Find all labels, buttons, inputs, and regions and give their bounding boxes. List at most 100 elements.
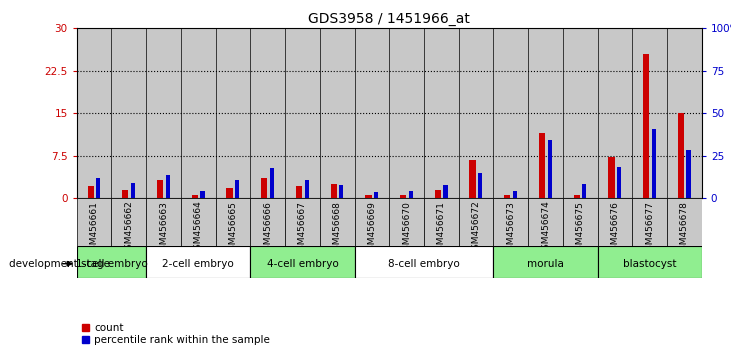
- Text: GSM456665: GSM456665: [229, 201, 238, 256]
- Bar: [296, 186, 302, 198]
- Text: GSM456666: GSM456666: [263, 201, 272, 256]
- Bar: [250, 246, 355, 278]
- Text: 2-cell embryo: 2-cell embryo: [162, 258, 234, 269]
- Bar: [632, 198, 667, 246]
- Bar: [285, 28, 320, 198]
- Bar: [355, 198, 389, 246]
- Bar: [667, 28, 702, 198]
- Bar: [598, 198, 632, 246]
- Bar: [424, 28, 459, 198]
- Bar: [424, 198, 459, 246]
- Bar: [250, 28, 285, 198]
- Bar: [111, 28, 146, 198]
- Bar: [652, 130, 656, 198]
- Text: GSM456673: GSM456673: [507, 201, 515, 256]
- Text: GSM456669: GSM456669: [368, 201, 376, 256]
- Bar: [400, 195, 406, 198]
- Text: blastocyst: blastocyst: [623, 258, 676, 269]
- Bar: [459, 198, 493, 246]
- Bar: [216, 198, 250, 246]
- Bar: [270, 168, 274, 198]
- Text: GSM456663: GSM456663: [159, 201, 168, 256]
- Text: GSM456678: GSM456678: [680, 201, 689, 256]
- Bar: [374, 192, 378, 198]
- Bar: [548, 139, 552, 198]
- Text: GSM456672: GSM456672: [471, 201, 480, 255]
- Text: GSM456671: GSM456671: [437, 201, 446, 256]
- Bar: [285, 198, 320, 246]
- Bar: [319, 198, 355, 246]
- Text: development stage: development stage: [9, 259, 110, 269]
- Bar: [493, 246, 598, 278]
- Bar: [667, 198, 702, 246]
- Text: GSM456675: GSM456675: [576, 201, 585, 256]
- Bar: [77, 198, 111, 246]
- Bar: [539, 133, 545, 198]
- Text: GSM456676: GSM456676: [610, 201, 619, 256]
- Text: GSM456667: GSM456667: [298, 201, 307, 256]
- Bar: [330, 184, 337, 198]
- Legend: count, percentile rank within the sample: count, percentile rank within the sample: [82, 323, 270, 345]
- Bar: [493, 198, 528, 246]
- Bar: [355, 28, 389, 198]
- Bar: [227, 188, 232, 198]
- Text: GSM456664: GSM456664: [194, 201, 202, 255]
- Text: 4-cell embryo: 4-cell embryo: [267, 258, 338, 269]
- Bar: [77, 246, 146, 278]
- Text: GSM456674: GSM456674: [541, 201, 550, 255]
- Bar: [96, 178, 100, 198]
- Text: GSM456662: GSM456662: [124, 201, 133, 255]
- Bar: [643, 54, 649, 198]
- Title: GDS3958 / 1451966_at: GDS3958 / 1451966_at: [308, 12, 470, 26]
- Bar: [181, 28, 216, 198]
- Bar: [146, 198, 181, 246]
- Bar: [583, 184, 586, 198]
- Bar: [574, 195, 580, 198]
- Text: 1-cell embryo: 1-cell embryo: [75, 258, 148, 269]
- Bar: [111, 198, 146, 246]
- Bar: [216, 28, 250, 198]
- Text: GSM456668: GSM456668: [333, 201, 341, 256]
- Text: GSM456661: GSM456661: [90, 201, 99, 256]
- Bar: [478, 173, 482, 198]
- Bar: [598, 28, 632, 198]
- Bar: [528, 28, 563, 198]
- Bar: [493, 28, 528, 198]
- Bar: [200, 190, 205, 198]
- Bar: [88, 186, 94, 198]
- Bar: [563, 198, 598, 246]
- Bar: [563, 28, 598, 198]
- Bar: [131, 183, 135, 198]
- Bar: [608, 158, 615, 198]
- Bar: [686, 150, 691, 198]
- Bar: [513, 190, 517, 198]
- Bar: [617, 167, 621, 198]
- Bar: [192, 195, 198, 198]
- Bar: [122, 190, 129, 198]
- Bar: [339, 185, 344, 198]
- Text: morula: morula: [527, 258, 564, 269]
- Bar: [305, 181, 308, 198]
- Bar: [435, 190, 441, 198]
- Text: GSM456670: GSM456670: [402, 201, 411, 256]
- Bar: [77, 28, 111, 198]
- Bar: [678, 113, 684, 198]
- Bar: [459, 28, 493, 198]
- Bar: [366, 195, 371, 198]
- Bar: [632, 28, 667, 198]
- Bar: [235, 181, 239, 198]
- Bar: [319, 28, 355, 198]
- Bar: [146, 28, 181, 198]
- Bar: [250, 198, 285, 246]
- Bar: [528, 198, 563, 246]
- Bar: [409, 190, 413, 198]
- Bar: [157, 180, 163, 198]
- Bar: [598, 246, 702, 278]
- Text: GSM456677: GSM456677: [645, 201, 654, 256]
- Bar: [355, 246, 493, 278]
- Text: 8-cell embryo: 8-cell embryo: [388, 258, 460, 269]
- Bar: [389, 198, 424, 246]
- Bar: [181, 198, 216, 246]
- Bar: [261, 178, 268, 198]
- Bar: [389, 28, 424, 198]
